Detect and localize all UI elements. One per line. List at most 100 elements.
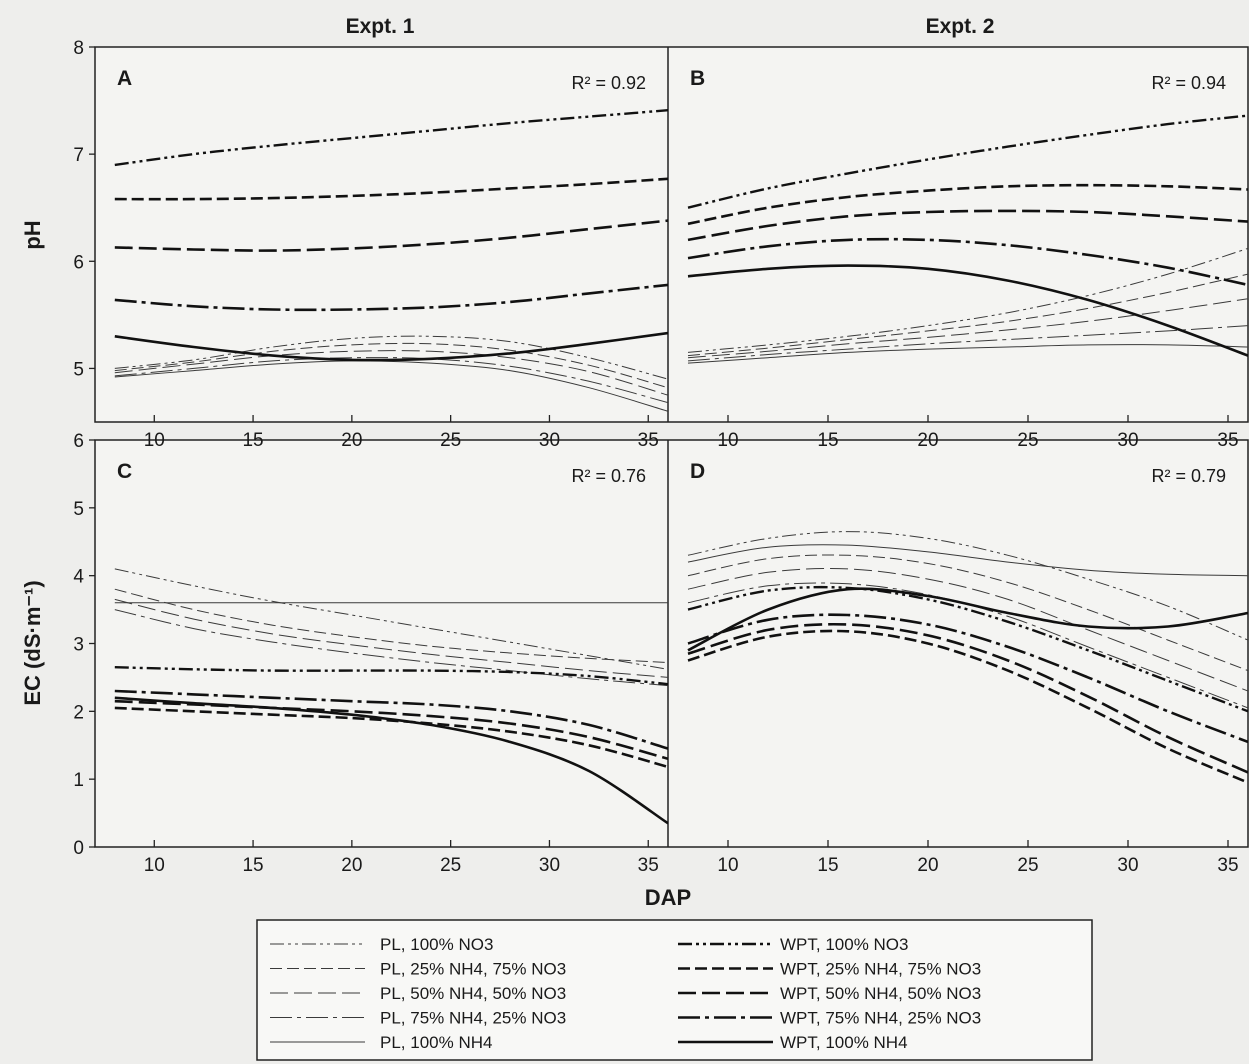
x-tick-label: 10 (717, 430, 738, 451)
y-tick-label: 3 (73, 635, 84, 656)
legend-box (256, 919, 1093, 1061)
series-line (687, 344, 1248, 364)
legend-label: WPT, 50% NH4, 50% NO3 (780, 984, 981, 1003)
x-tick-label: 25 (440, 430, 461, 451)
r2-label: R² = 0.79 (1151, 466, 1226, 486)
y-tick-label: 1 (73, 770, 84, 791)
r2-label: R² = 0.76 (571, 466, 646, 486)
legend-label: WPT, 75% NH4, 25% NO3 (780, 1009, 981, 1028)
series-line (687, 183, 1248, 226)
legend-label: PL, 100% NH4 (380, 1033, 492, 1052)
panel-letter: D (690, 460, 705, 483)
series-line (687, 544, 1248, 577)
series-line (114, 598, 668, 678)
x-tick-label: 20 (341, 855, 362, 876)
series-line (114, 696, 668, 825)
legend-label: WPT, 100% NO3 (780, 935, 909, 954)
x-tick-label: 15 (242, 430, 263, 451)
y-tick-label: 6 (73, 252, 84, 273)
y-axis-title-ph: pH (20, 220, 45, 249)
legend-label: PL, 75% NH4, 25% NO3 (380, 1009, 566, 1028)
series-line (114, 177, 668, 201)
x-tick-label: 10 (717, 855, 738, 876)
series-line (687, 114, 1248, 209)
x-tick-label: 20 (917, 430, 938, 451)
column-title-expt2: Expt. 2 (926, 15, 995, 38)
x-tick-label: 35 (638, 855, 659, 876)
x-axis-title: DAP (645, 885, 691, 910)
panels: A R² = 0.92 B R² = 0.94 C R² = 0.76 D R² = 0.79 (114, 67, 1248, 825)
series-line (114, 342, 668, 389)
legend-label: WPT, 100% NH4 (780, 1033, 908, 1052)
legend: PL, 100% NO3 PL, 25% NH4, 75% NO3 PL, 50% … (270, 935, 981, 1052)
series-line (114, 335, 668, 380)
legend-label: PL, 100% NO3 (380, 935, 493, 954)
y-tick-label: 7 (73, 145, 84, 166)
x-tick-label: 35 (1217, 855, 1238, 876)
x-tick-label: 15 (817, 430, 838, 451)
series-line (687, 585, 1248, 713)
panel-letter: B (690, 67, 705, 90)
series-line (114, 350, 668, 396)
series-line (114, 689, 668, 750)
y-ticks: 5 6 7 8 0 1 2 3 4 5 6 (73, 38, 95, 859)
series-line (687, 587, 1248, 652)
series-line (687, 325, 1248, 362)
series-line (114, 331, 668, 362)
series-line (114, 568, 668, 670)
series-line (114, 219, 668, 252)
x-tick-label: 30 (1117, 855, 1138, 876)
series-line (114, 357, 668, 404)
series-line (687, 531, 1248, 641)
series-line (687, 567, 1248, 692)
y-tick-label: 5 (73, 359, 84, 380)
series-line (687, 554, 1248, 672)
x-tick-label: 10 (144, 855, 165, 876)
series-line (687, 622, 1248, 774)
series-line (687, 237, 1248, 287)
series-line (687, 629, 1248, 784)
series-line (114, 609, 668, 687)
y-tick-label: 4 (73, 567, 84, 588)
series-line (114, 283, 668, 312)
x-tick-label: 15 (817, 855, 838, 876)
y-tick-label: 2 (73, 702, 84, 723)
legend-label: PL, 50% NH4, 50% NO3 (380, 984, 566, 1003)
x-tick-label: 15 (242, 855, 263, 876)
y-tick-label: 0 (73, 838, 84, 859)
y-tick-label: 5 (73, 499, 84, 520)
series-line (114, 666, 668, 686)
x-tick-label: 25 (1017, 430, 1038, 451)
series-line (687, 247, 1248, 353)
y-tick-label: 6 (73, 431, 84, 452)
x-ticks: 10 15 20 25 30 35 10 15 20 25 30 35 10 15 20 25 30 35 10 15… (144, 415, 1239, 876)
r2-label: R² = 0.92 (571, 73, 646, 93)
series-line (687, 273, 1248, 357)
column-title-expt1: Expt. 1 (346, 15, 415, 38)
x-tick-label: 30 (539, 430, 560, 451)
series-line (114, 588, 668, 663)
series-line (687, 209, 1248, 242)
x-tick-label: 20 (917, 855, 938, 876)
panel-letter: C (117, 460, 132, 483)
series-line (687, 264, 1248, 357)
series-line (687, 613, 1248, 744)
y-tick-label: 8 (73, 38, 84, 59)
series-line (687, 298, 1248, 359)
panel-b: B R² = 0.94 (687, 67, 1248, 364)
x-tick-label: 10 (144, 430, 165, 451)
x-tick-label: 35 (1217, 430, 1238, 451)
y-axis-title-ec: EC (dS·m⁻¹) (20, 580, 45, 705)
x-tick-label: 35 (638, 430, 659, 451)
plot-frame-bottom (94, 439, 1249, 848)
x-tick-label: 30 (539, 855, 560, 876)
x-tick-label: 30 (1117, 430, 1138, 451)
panel-a: A R² = 0.92 (114, 67, 668, 412)
x-tick-label: 20 (341, 430, 362, 451)
legend-label: PL, 25% NH4, 75% NO3 (380, 960, 566, 979)
x-tick-label: 25 (1017, 855, 1038, 876)
panel-c: C R² = 0.76 (114, 460, 668, 825)
legend-label: WPT, 25% NH4, 75% NO3 (780, 960, 981, 979)
panel-d: D R² = 0.79 (687, 460, 1248, 784)
